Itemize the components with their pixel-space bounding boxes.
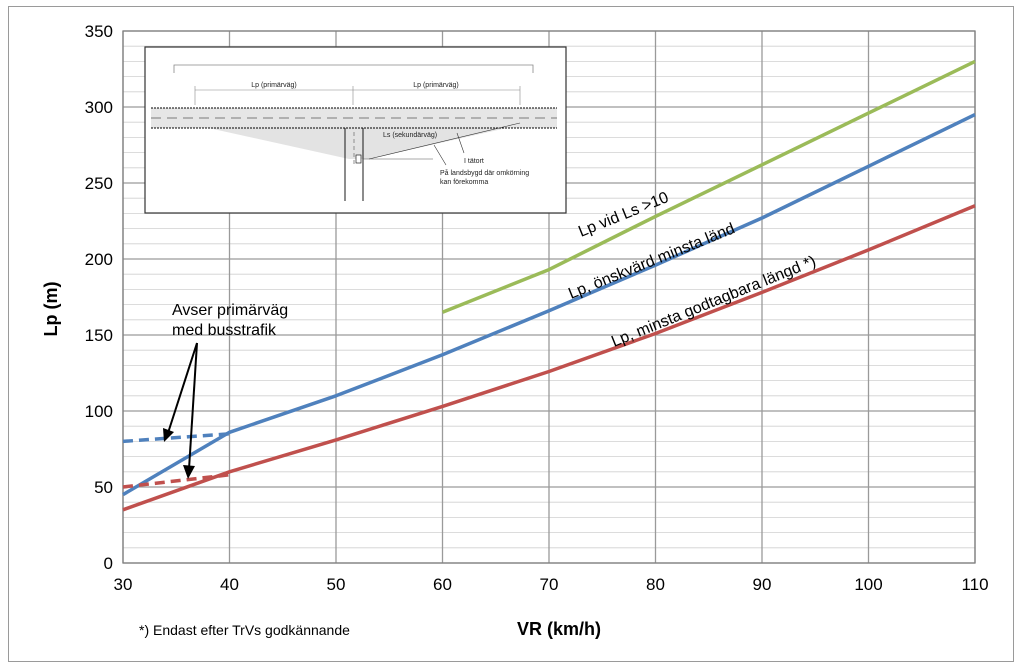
y-tick-label: 50 [94, 478, 113, 497]
series-line-2 [122, 204, 976, 512]
chart: 0 50 100 150 200 250 300 350 30 40 50 60 70 80 90 100 11… [41, 22, 989, 639]
inset-label-landsbygd-1: På landsbygd där omkörning [440, 169, 529, 177]
series-line-0 [441, 59, 976, 314]
bus-note-line2: med busstrafik [172, 322, 277, 339]
plot-area [122, 30, 976, 564]
bus-note-line1: Avser primärväg [172, 302, 288, 319]
footnote: *) Endast efter TrVs godkännande [139, 622, 350, 638]
x-tick-label: 80 [646, 575, 665, 594]
x-tick-label: 60 [433, 575, 452, 594]
tick-labels: 0 50 100 150 200 250 300 350 30 40 50 60 70 80 90 100 11… [85, 22, 989, 594]
inset-label-landsbygd-2: kan förekomma [440, 179, 488, 186]
annotation-arrows [163, 342, 198, 479]
y-tick-label: 0 [104, 554, 113, 573]
x-tick-label: 50 [327, 575, 346, 594]
y-tick-label: 350 [85, 22, 113, 41]
y-tick-label: 100 [85, 402, 113, 421]
series-lines [122, 59, 976, 512]
x-tick-label: 40 [220, 575, 239, 594]
x-tick-label: 30 [114, 575, 133, 594]
chart-frame: 0 50 100 150 200 250 300 350 30 40 50 60 70 80 90 100 11… [8, 6, 1014, 662]
y-tick-label: 150 [85, 326, 113, 345]
x-tick-label: 110 [961, 575, 988, 594]
dashed-line-1 [122, 473, 230, 489]
x-axis-title: VR (km/h) [517, 619, 601, 639]
y-tick-label: 250 [85, 174, 113, 193]
y-tick-label: 200 [85, 250, 113, 269]
x-tick-label: 100 [854, 575, 882, 594]
x-tick-label: 90 [753, 575, 772, 594]
inset-label-lp-left: Lp (primärväg) [251, 82, 297, 89]
dashed-line-0 [122, 432, 230, 444]
plot-border [122, 30, 976, 564]
inset-label-tatort: I tätort [464, 158, 484, 165]
y-axis-title: Lp (m) [41, 282, 61, 337]
x-tick-label: 70 [540, 575, 559, 594]
inset-label-lp-right: Lp (primärväg) [413, 82, 459, 89]
inset-label-ls: Ls (sekundärväg) [383, 132, 437, 139]
y-tick-label: 300 [85, 98, 113, 117]
inset-diagram: Lp (primärväg) Lp (primärväg) Ls (sekund… [144, 46, 567, 214]
series-line-1 [122, 113, 976, 497]
